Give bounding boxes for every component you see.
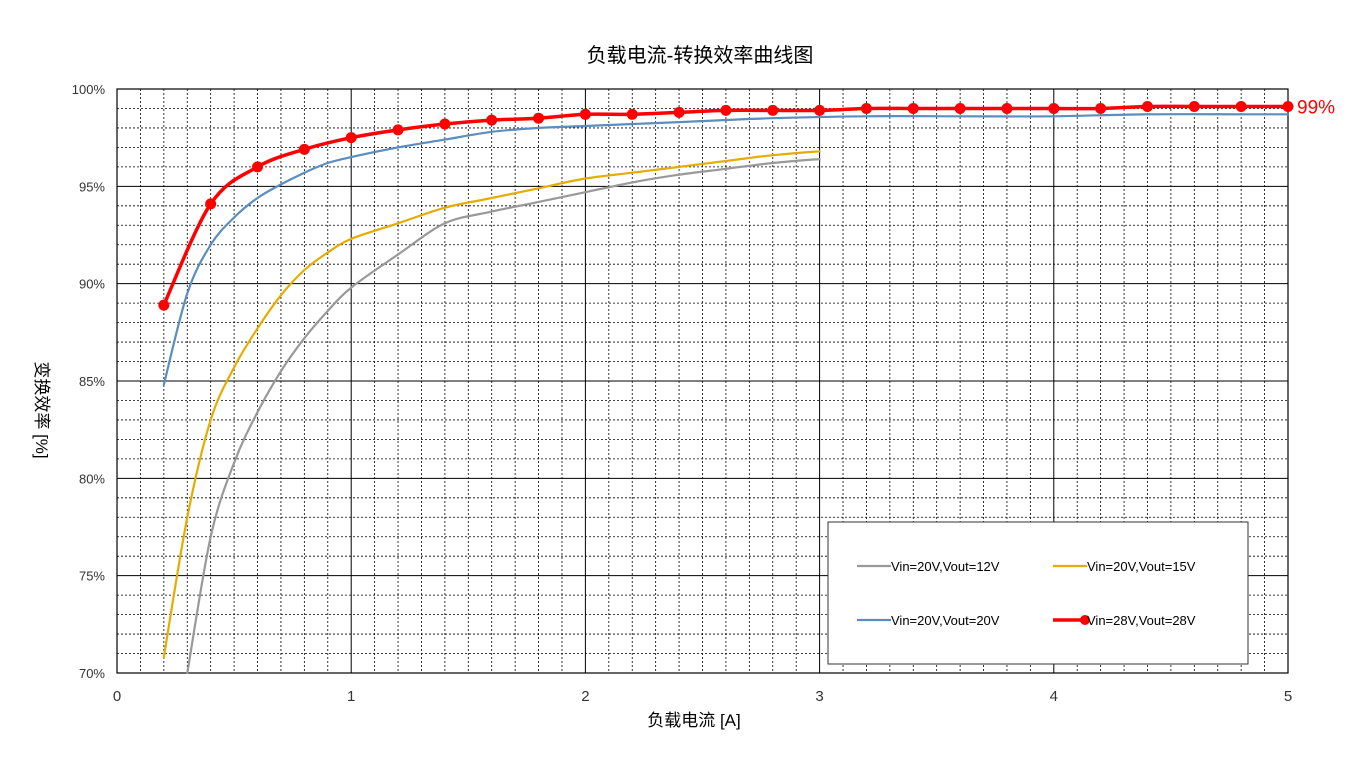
data-point (1095, 102, 1107, 114)
data-point (439, 118, 451, 130)
legend-item: Vin=20V,Vout=12V (857, 559, 1000, 574)
legend-label: Vin=20V,Vout=12V (891, 559, 1000, 574)
y-axis-label: 变换效率 [%] (32, 361, 51, 458)
y-tick-label: 95% (79, 179, 105, 194)
series-1 (186, 158, 821, 675)
legend-item: Vin=20V,Vout=15V (1053, 559, 1196, 574)
data-point (205, 198, 217, 210)
y-tick-label: 85% (79, 374, 105, 389)
data-point (860, 102, 872, 114)
legend-label: Vin=20V,Vout=20V (891, 613, 1000, 628)
series-3 (162, 113, 1290, 386)
legend-item: Vin=28V,Vout=28V (1053, 613, 1196, 628)
data-point (1048, 102, 1060, 114)
legend-box (827, 521, 1249, 665)
series-2 (162, 150, 821, 659)
plot-border (116, 88, 1289, 674)
x-axis-ticks: 0 1 2 3 4 5 (113, 688, 1292, 705)
legend-label: Vin=20V,Vout=15V (1087, 559, 1196, 574)
chart-title: 负载电流-转换效率曲线图 (587, 44, 814, 67)
data-point (907, 102, 919, 114)
y-tick-label: 100% (72, 82, 106, 97)
data-point (533, 112, 545, 124)
data-point (579, 108, 591, 120)
data-point (1235, 101, 1247, 113)
y-tick-label: 75% (79, 569, 105, 584)
data-point (767, 104, 779, 116)
y-tick-label: 90% (79, 277, 105, 292)
x-axis-label: 负载电流 [A] (647, 711, 741, 730)
data-point (1001, 102, 1013, 114)
data-point (673, 106, 685, 118)
major-gridlines (116, 88, 1289, 674)
data-point (626, 108, 638, 120)
x-tick-label: 5 (1284, 688, 1292, 705)
data-point (814, 104, 826, 116)
data-point (1141, 101, 1153, 113)
y-axis-ticks: 70% 75% 80% 85% 90% 95% 100% (72, 82, 106, 681)
legend-marker (1080, 615, 1090, 625)
series-line (162, 113, 1290, 386)
series-line (186, 158, 821, 675)
data-point (486, 114, 498, 126)
y-tick-label: 80% (79, 471, 105, 486)
data-point (1188, 101, 1200, 113)
x-tick-label: 1 (347, 688, 355, 705)
series-line (162, 150, 821, 659)
data-point (158, 299, 170, 311)
series-4 (158, 101, 1294, 311)
series-layer (158, 101, 1294, 675)
data-point (954, 102, 966, 114)
x-tick-label: 3 (815, 688, 823, 705)
legend: Vin=20V,Vout=12V Vin=20V,Vout=15V Vin=20V,… (827, 521, 1249, 665)
data-point (345, 132, 357, 144)
data-point (298, 143, 310, 155)
legend-label: Vin=28V,Vout=28V (1087, 613, 1196, 628)
end-value-label: 99% (1297, 98, 1335, 119)
x-tick-label: 4 (1050, 688, 1058, 705)
x-tick-label: 0 (113, 688, 121, 705)
data-point (252, 161, 264, 173)
x-tick-label: 2 (581, 688, 589, 705)
legend-item: Vin=20V,Vout=20V (857, 613, 1000, 628)
data-point (1282, 101, 1294, 113)
y-tick-label: 70% (79, 666, 105, 681)
data-point (392, 124, 404, 136)
annotation-layer: 99% (1297, 98, 1335, 119)
data-point (720, 104, 732, 116)
